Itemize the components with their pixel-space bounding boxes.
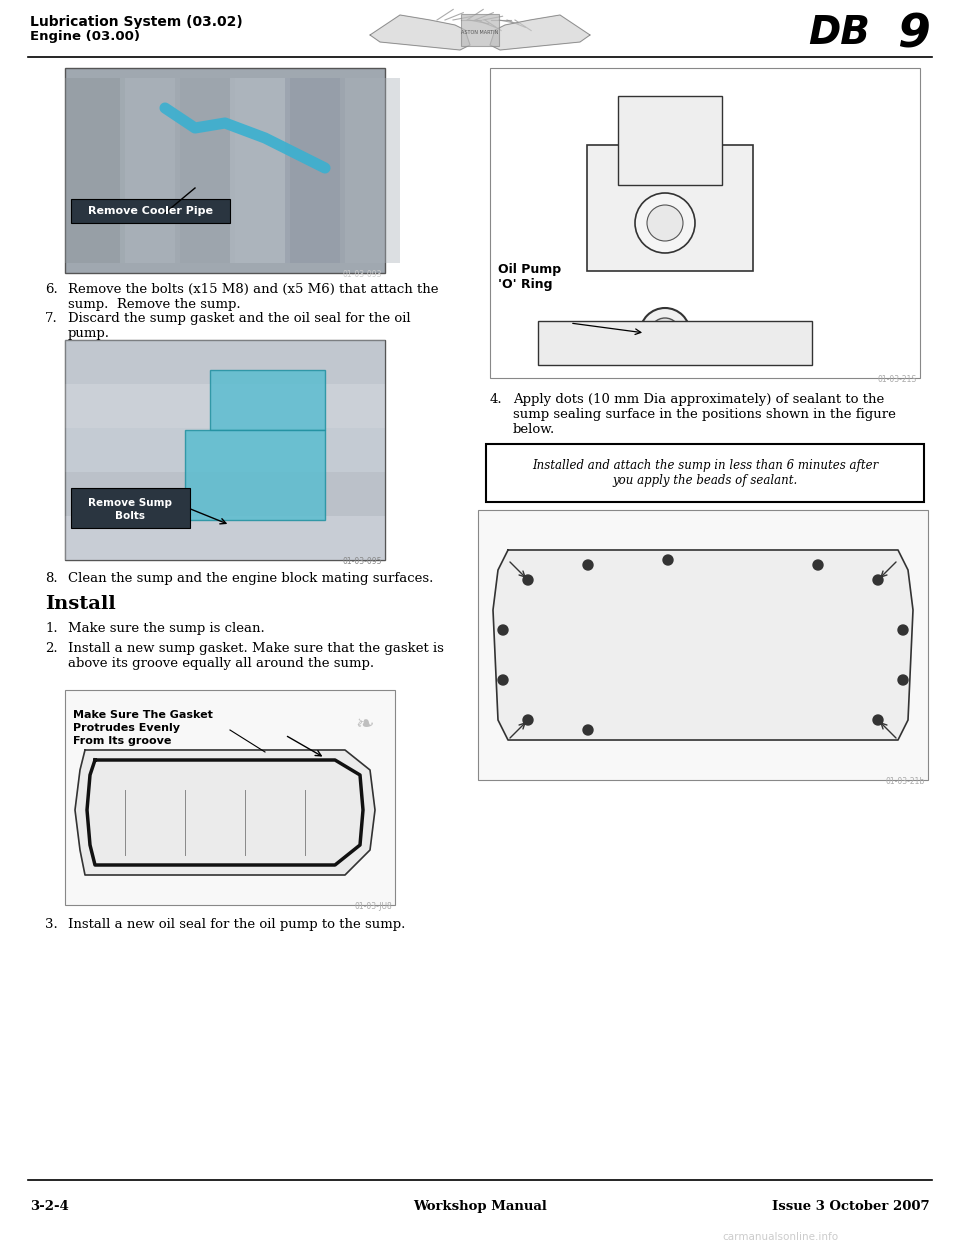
FancyBboxPatch shape [618, 96, 722, 185]
Text: Workshop Manual: Workshop Manual [413, 1200, 547, 1213]
Text: 01-03-095: 01-03-095 [343, 556, 382, 566]
FancyBboxPatch shape [478, 510, 928, 780]
Polygon shape [490, 15, 590, 50]
Text: 4.: 4. [490, 392, 503, 406]
Bar [340, 78, 400, 263]
Text: ASTON MARTIN: ASTON MARTIN [462, 30, 498, 35]
Text: carmanualsonline.info: carmanualsonline.info [722, 1232, 838, 1242]
Circle shape [640, 308, 690, 358]
FancyBboxPatch shape [185, 430, 325, 520]
Circle shape [583, 725, 593, 735]
Polygon shape [75, 750, 375, 876]
FancyBboxPatch shape [486, 443, 924, 502]
FancyBboxPatch shape [65, 340, 385, 560]
FancyBboxPatch shape [65, 691, 395, 905]
Text: 'O' Ring: 'O' Ring [498, 278, 553, 291]
Circle shape [498, 674, 508, 686]
Text: 3.: 3. [45, 918, 58, 932]
Text: From Its groove: From Its groove [73, 737, 172, 746]
Circle shape [498, 625, 508, 635]
Text: 01-03-21b: 01-03-21b [886, 777, 925, 786]
Bar [285, 78, 345, 263]
Text: 9: 9 [898, 12, 930, 57]
Circle shape [650, 318, 680, 348]
Bar [230, 78, 290, 263]
Text: 01-03-093: 01-03-093 [343, 270, 382, 279]
FancyBboxPatch shape [587, 145, 753, 271]
Bar [65, 384, 385, 428]
Circle shape [583, 560, 593, 570]
Circle shape [873, 575, 883, 585]
Text: Oil Pump: Oil Pump [498, 263, 562, 276]
Text: Remove the bolts (x15 M8) and (x5 M6) that attach the
sump.  Remove the sump.: Remove the bolts (x15 M8) and (x5 M6) th… [68, 283, 439, 310]
Bar [120, 78, 180, 263]
Polygon shape [493, 550, 913, 740]
Text: DB: DB [808, 14, 870, 52]
Circle shape [523, 575, 533, 585]
Bar [65, 78, 125, 263]
Text: Make sure the sump is clean.: Make sure the sump is clean. [68, 622, 265, 635]
Text: 3-2-4: 3-2-4 [30, 1200, 69, 1213]
FancyBboxPatch shape [490, 68, 920, 378]
FancyBboxPatch shape [65, 68, 385, 273]
Text: 8.: 8. [45, 573, 58, 585]
Text: Make Sure The Gasket: Make Sure The Gasket [73, 710, 213, 720]
FancyBboxPatch shape [538, 320, 812, 365]
FancyBboxPatch shape [71, 199, 230, 224]
Bar [65, 428, 385, 472]
Text: Install a new oil seal for the oil pump to the sump.: Install a new oil seal for the oil pump … [68, 918, 405, 932]
Circle shape [813, 560, 823, 570]
Text: 7.: 7. [45, 312, 58, 325]
Text: ❧: ❧ [356, 715, 374, 735]
Text: Install a new sump gasket. Make sure that the gasket is
above its groove equally: Install a new sump gasket. Make sure tha… [68, 642, 444, 669]
Text: Discard the sump gasket and the oil seal for the oil
pump.: Discard the sump gasket and the oil seal… [68, 312, 411, 340]
Circle shape [663, 555, 673, 565]
Text: Installed and attach the sump in less than 6 minutes after
you apply the beads o: Installed and attach the sump in less th… [532, 460, 878, 487]
Text: Apply dots (10 mm Dia approximately) of sealant to the
sump sealing surface in t: Apply dots (10 mm Dia approximately) of … [513, 392, 896, 436]
Circle shape [873, 715, 883, 725]
Text: 6.: 6. [45, 283, 58, 296]
Text: 1.: 1. [45, 622, 58, 635]
Text: Install: Install [45, 595, 116, 614]
Circle shape [523, 715, 533, 725]
Text: Protrudes Evenly: Protrudes Evenly [73, 723, 180, 733]
Text: Remove Cooler Pipe: Remove Cooler Pipe [88, 206, 213, 216]
FancyBboxPatch shape [461, 14, 499, 46]
FancyBboxPatch shape [210, 370, 325, 430]
Bar [65, 340, 385, 384]
Circle shape [898, 625, 908, 635]
Text: 01-03-JU8: 01-03-JU8 [354, 902, 392, 910]
Text: 01-03-21S: 01-03-21S [877, 375, 917, 384]
Text: Remove Sump: Remove Sump [88, 498, 173, 508]
Bar [65, 472, 385, 515]
Circle shape [647, 205, 683, 241]
Text: Bolts: Bolts [115, 510, 146, 520]
Text: Issue 3 October 2007: Issue 3 October 2007 [773, 1200, 930, 1213]
Polygon shape [370, 15, 470, 50]
Text: Lubrication System (03.02): Lubrication System (03.02) [30, 15, 243, 29]
Circle shape [898, 674, 908, 686]
Bar [65, 515, 385, 560]
Text: 2.: 2. [45, 642, 58, 655]
Bar [175, 78, 235, 263]
Text: Clean the sump and the engine block mating surfaces.: Clean the sump and the engine block mati… [68, 573, 433, 585]
Circle shape [635, 193, 695, 253]
FancyBboxPatch shape [71, 488, 190, 528]
Text: Engine (03.00): Engine (03.00) [30, 30, 140, 43]
